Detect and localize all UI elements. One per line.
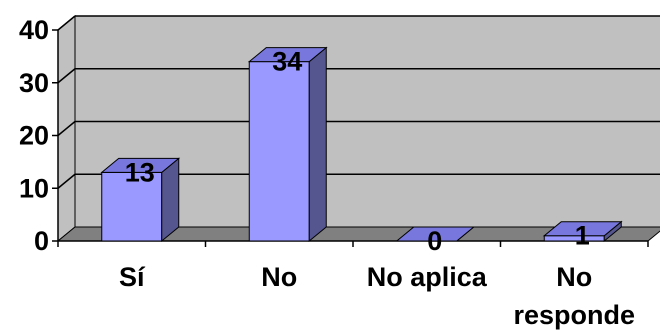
bar-top bbox=[247, 47, 328, 63]
y-tick-label: 10 bbox=[19, 173, 49, 203]
gridline-side bbox=[57, 120, 76, 137]
data-label: 0 bbox=[427, 226, 442, 256]
x-category-label: No bbox=[261, 262, 297, 292]
data-label: 1 bbox=[575, 221, 590, 251]
x-category-label: No bbox=[556, 262, 592, 292]
bar-front bbox=[248, 61, 310, 242]
gridline-side bbox=[57, 68, 76, 84]
y-tick-label: 30 bbox=[19, 68, 49, 98]
data-label: 34 bbox=[272, 47, 302, 77]
bar-top bbox=[100, 157, 181, 173]
data-label: 13 bbox=[125, 157, 155, 187]
x-category-label: No aplica bbox=[367, 262, 488, 292]
bar-side bbox=[308, 46, 327, 243]
bar-front bbox=[101, 171, 163, 242]
y-tick-label: 0 bbox=[34, 226, 49, 256]
y-tick-label: 40 bbox=[19, 15, 49, 45]
bar-top bbox=[395, 226, 476, 242]
gridline-side bbox=[57, 173, 76, 189]
gridline-side bbox=[57, 15, 76, 31]
bar-top bbox=[542, 221, 623, 237]
x-category-label: Sí bbox=[119, 262, 146, 292]
y-tick-label: 20 bbox=[19, 121, 49, 151]
x-category-label: responde bbox=[513, 300, 635, 330]
